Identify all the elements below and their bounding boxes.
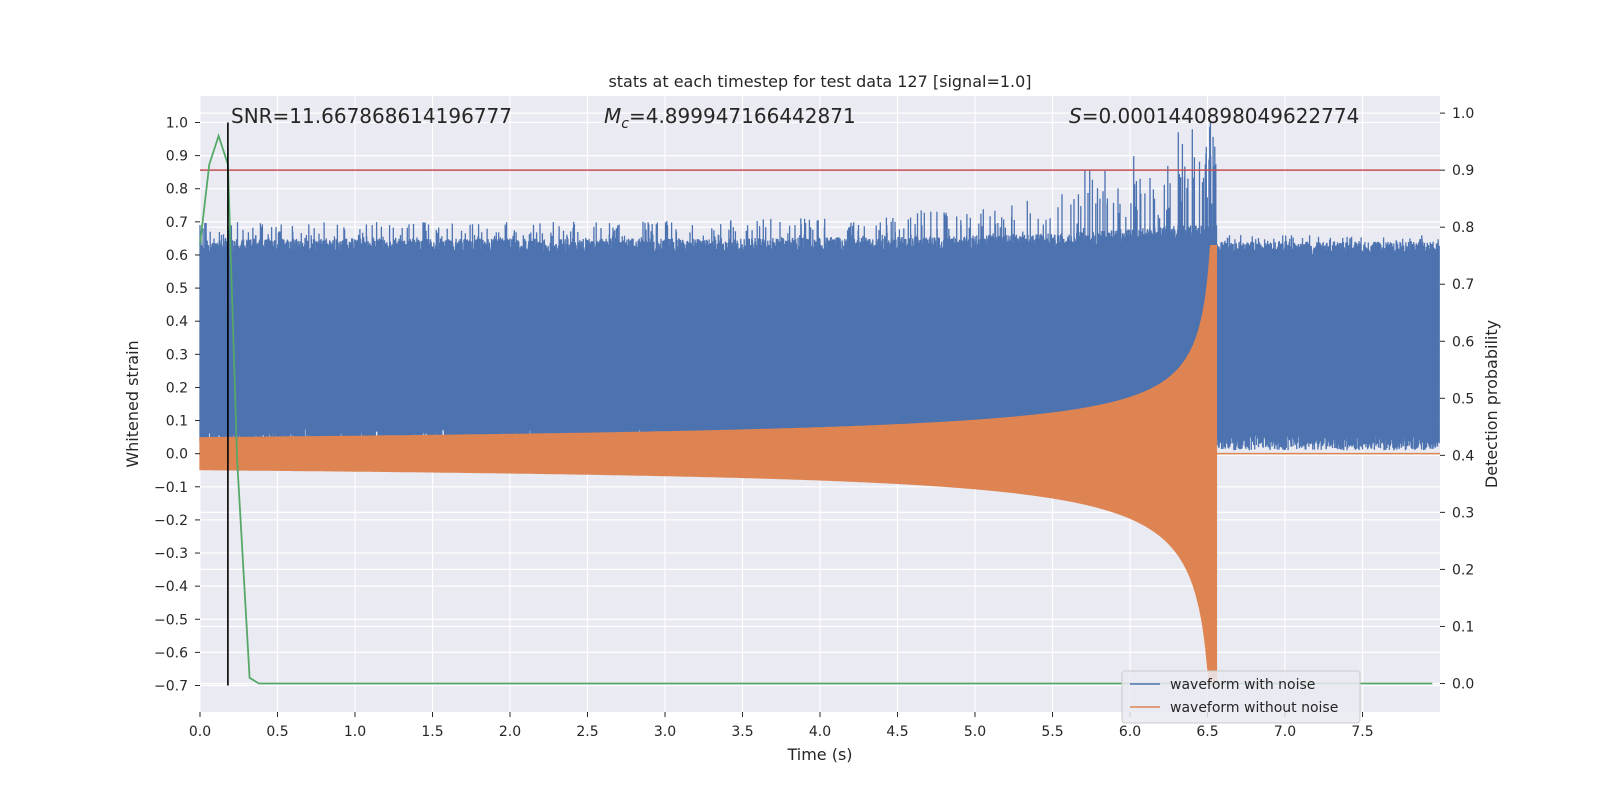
chart-title: stats at each timestep for test data 127… — [608, 72, 1031, 91]
s-value: =0.0001440898049622774 — [1082, 104, 1360, 128]
s-symbol: S — [1069, 104, 1082, 128]
y-right-tick-label: 0.3 — [1452, 505, 1474, 521]
x-tick-label: 1.0 — [344, 724, 366, 740]
mc-subscript: c — [621, 116, 629, 132]
x-tick-label: 3.0 — [654, 724, 676, 740]
y-right-tick-label: 1.0 — [1452, 106, 1474, 122]
y-left-tick-label: −0.7 — [154, 679, 188, 695]
y-right-tick-label: 0.5 — [1452, 391, 1474, 407]
snr-annotation: SNR=11.667868614196777 — [231, 104, 512, 128]
mc-annotation: Mc=4.899947166442871 — [604, 104, 856, 132]
legend-label-clean: waveform without noise — [1170, 700, 1338, 716]
y-axis-left-label: Whitened strain — [123, 340, 142, 467]
y-left-tick-label: 0.6 — [166, 248, 188, 264]
y-left-tick-label: 1.0 — [166, 115, 188, 131]
y-left-tick-label: −0.5 — [154, 612, 188, 628]
y-right-tick-label: 0.6 — [1452, 334, 1474, 350]
y-left-tick-label: 0.9 — [166, 149, 188, 165]
y-left-tick-label: 0.7 — [166, 215, 188, 231]
series-waveform-with-noise — [199, 122, 1440, 451]
axes-layer: 0.0 0.5 1.0 1.5 2.0 2.5 3.0 3.5 4.0 4.5 5.0 5.5 6.0 6… — [154, 106, 1474, 740]
y-left-tick-label: −0.4 — [154, 579, 188, 595]
x-tick-label: 5.5 — [1041, 724, 1063, 740]
y-right-tick-label: 0.0 — [1452, 676, 1474, 692]
x-tick-label: 0.5 — [266, 724, 288, 740]
y-left-tick-label: 0.4 — [166, 314, 188, 330]
y-right-tick-label: 0.9 — [1452, 163, 1474, 179]
y-left-tick-label: −0.1 — [154, 480, 188, 496]
legend: waveform with noise waveform without noi… — [1121, 670, 1361, 724]
x-tick-label: 2.5 — [576, 724, 598, 740]
y-left-tick-label: 0.2 — [166, 380, 188, 396]
y-right-tick-label: 0.7 — [1452, 277, 1474, 293]
series-layer — [199, 122, 1440, 686]
y-left-tick-label: −0.3 — [154, 546, 188, 562]
y-right-tick-label: 0.1 — [1452, 619, 1474, 635]
x-tick-label: 6.0 — [1119, 724, 1141, 740]
mc-value: =4.899947166442871 — [629, 104, 856, 128]
y-right-tick-label: 0.2 — [1452, 562, 1474, 578]
y-right-tick-label: 0.8 — [1452, 220, 1474, 236]
x-tick-label: 6.5 — [1196, 724, 1218, 740]
series-detection-probability — [199, 132, 1433, 685]
y-left-tick-label: 0.1 — [166, 414, 188, 430]
x-tick-label: 5.0 — [964, 724, 986, 740]
x-tick-label: 0.0 — [189, 724, 211, 740]
legend-box — [1121, 670, 1361, 724]
y-left-tick-label: 0.8 — [166, 182, 188, 198]
x-tick-label: 7.0 — [1274, 724, 1296, 740]
x-tick-label: 4.0 — [809, 724, 831, 740]
s-annotation: S=0.0001440898049622774 — [1069, 104, 1359, 128]
x-tick-label: 1.5 — [421, 724, 443, 740]
y-axis-right-label: Detection probability — [1482, 320, 1501, 488]
legend-label-noise: waveform with noise — [1170, 677, 1315, 693]
x-tick-label: 7.5 — [1351, 724, 1373, 740]
x-tick-label: 4.5 — [886, 724, 908, 740]
y-left-tick-label: −0.2 — [154, 513, 188, 529]
y-left-tick-label: 0.3 — [166, 347, 188, 363]
y-right-tick-label: 0.4 — [1452, 448, 1474, 464]
y-left-tick-label: 0.5 — [166, 281, 188, 297]
y-left-tick-label: 0.0 — [166, 447, 188, 463]
x-axis-label: Time (s) — [786, 745, 852, 764]
y-left-tick-label: −0.6 — [154, 645, 188, 661]
mc-symbol: M — [604, 104, 621, 128]
x-tick-label: 2.0 — [499, 724, 521, 740]
x-tick-label: 3.5 — [731, 724, 753, 740]
